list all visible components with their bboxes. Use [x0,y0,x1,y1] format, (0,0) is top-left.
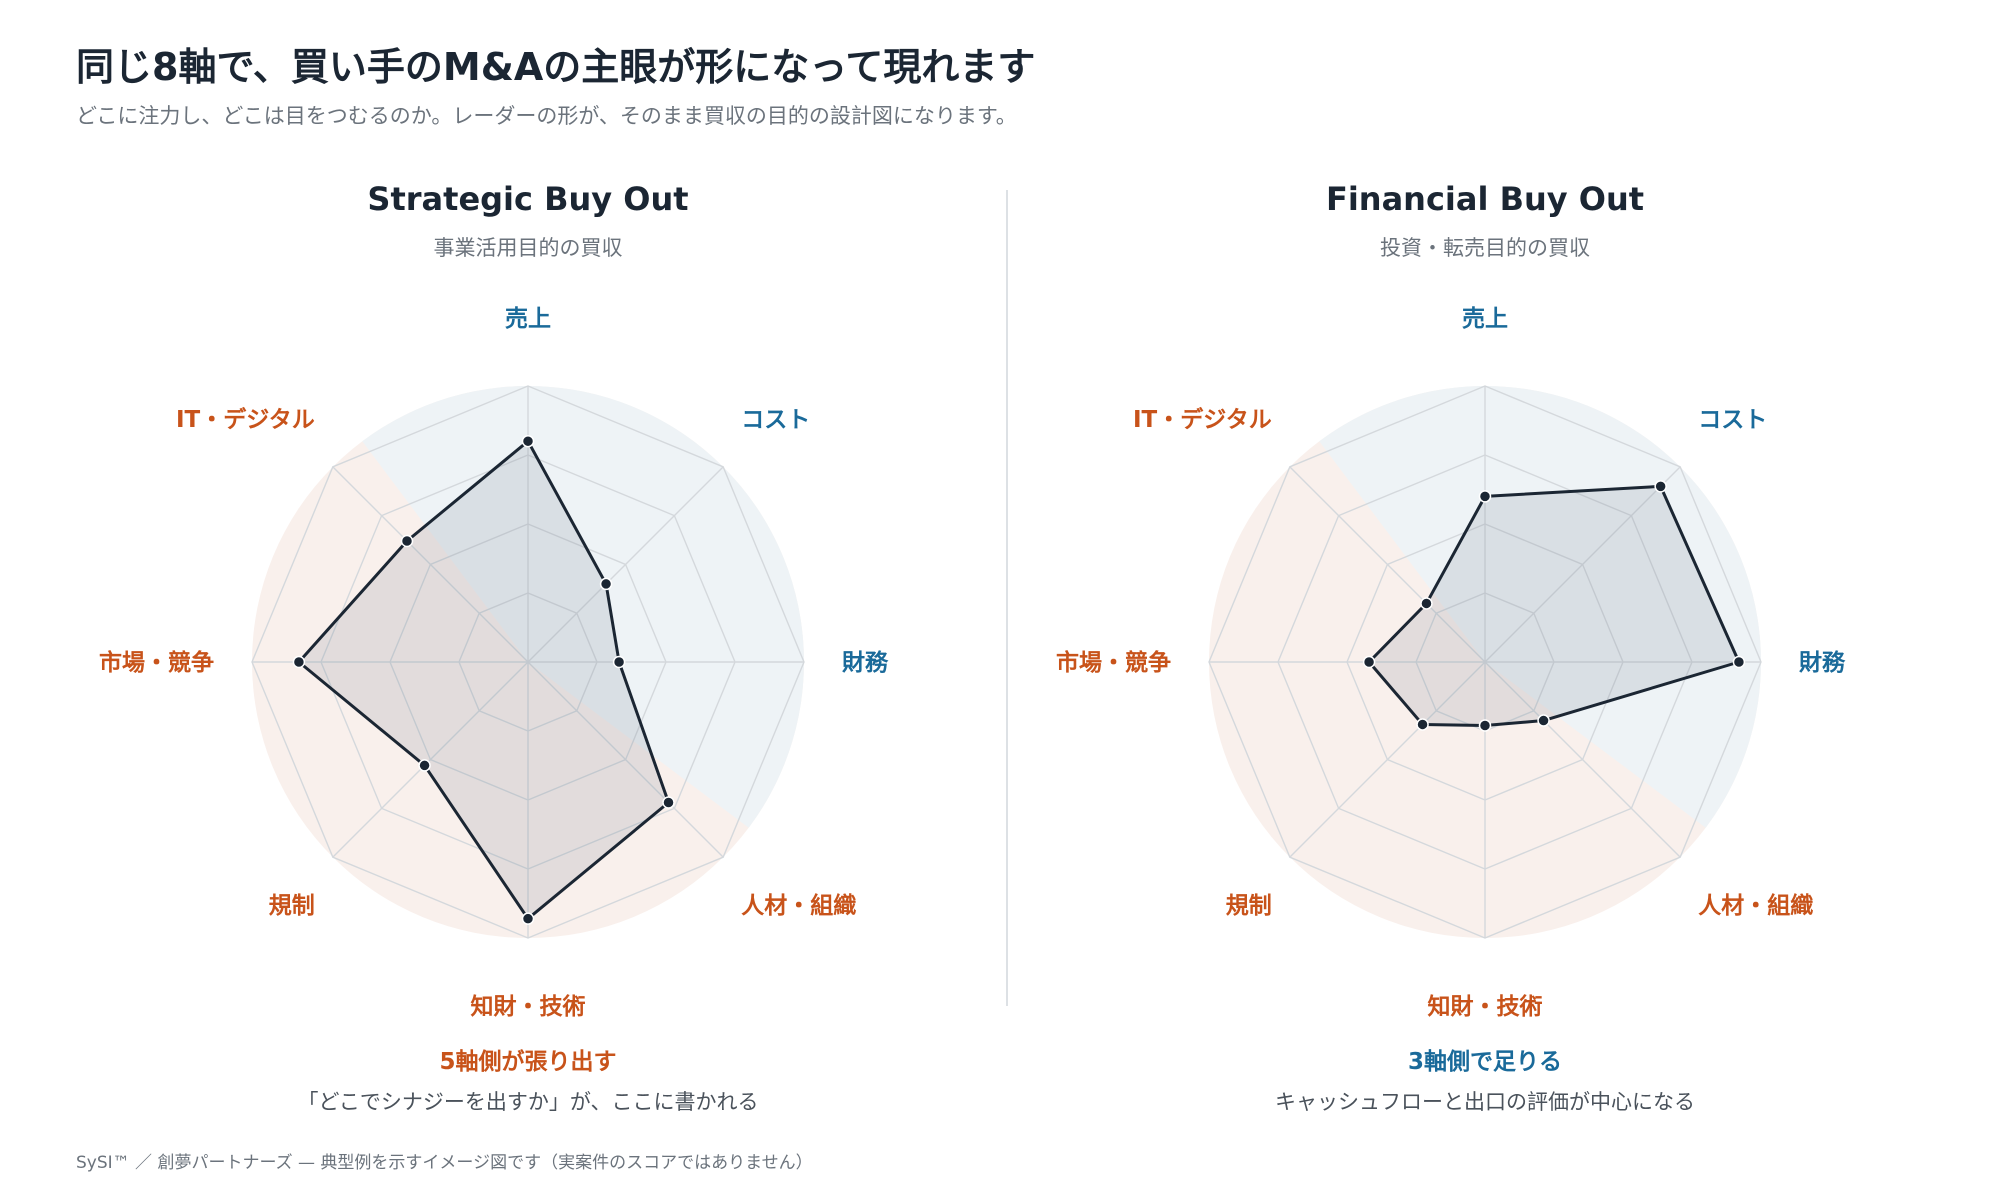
radar-axis-label: コスト [1698,407,1767,433]
radar-point-3 [1732,655,1746,669]
caption-body: 「どこでシナジーを出すか」が、ここに書かれる [297,1090,759,1114]
radar-point-2 [599,577,613,591]
radar-spoke [332,661,529,858]
radar-point-6 [1416,718,1429,731]
radar-axis-label: 市場・競争 [99,649,214,676]
radar-spoke [1484,661,1681,858]
radar-point-7 [292,655,306,669]
chart-title: Strategic Buy Out [367,180,689,218]
radar-axis-label: 知財・技術 [1428,993,1543,1020]
radar-spoke [527,466,724,663]
radar-axis-label: 財務 [1799,649,1846,676]
radar-axis-label: 規制 [269,893,315,919]
panel-divider [1006,190,1008,1006]
radar-axis-label: 売上 [505,306,551,332]
radar-spoke [1289,661,1486,858]
radar-axis-label: コスト [741,407,810,433]
page-subtitle: どこに注力し、どこは目をつむるのか。レーダーの形が、そのまま買収の目的の設計図に… [76,104,1017,128]
radar-point-7 [1362,655,1376,669]
page-title: 同じ8軸で、買い手のM&Aの主眼が形になって現れます [76,45,1036,89]
chart-subtitle: 投資・転売目的の買収 [1380,236,1590,260]
financial-panel: Financial Buy Out 投資・転売目的の買収 売上コスト財務人材・組… [985,0,1985,1188]
radar-point-2 [1654,480,1667,493]
radar-point-6 [418,759,431,772]
radar-point-3 [612,655,626,669]
caption-head: 5軸側が張り出す [439,1049,617,1075]
radar-axis-label: 人材・組織 [741,892,856,919]
radar-spoke [1484,466,1681,663]
radar-axis-label: IT・デジタル [1133,406,1272,433]
radar-axis-label: IT・デジタル [176,406,315,433]
radar-axis-label: 財務 [842,649,889,676]
radar-axis-label: 市場・競争 [1056,649,1171,676]
radar-point-8 [1420,597,1433,610]
radar-spoke [332,466,529,663]
strategic-panel: Strategic Buy Out 事業活用目的の買収 売上コスト財務人材・組織… [28,0,1028,1188]
caption-head: 3軸側で足りる [1407,1049,1562,1075]
radar-point-4 [662,796,675,809]
radar-point-1 [1478,490,1492,503]
radar-spoke [527,661,724,858]
radar-point-1 [521,434,535,448]
radar-axis-label: 規制 [1226,893,1272,919]
chart-subtitle: 事業活用目的の買収 [433,236,623,260]
radar-point-5 [1478,719,1492,732]
radar-point-5 [521,912,535,925]
radar-axis-label: 知財・技術 [471,993,586,1020]
chart-title: Financial Buy Out [1325,180,1645,218]
radar-axis-label: 人材・組織 [1698,892,1813,919]
caption-body: キャッシュフローと出口の評価が中心になる [1275,1090,1695,1114]
radar-point-8 [400,534,414,548]
radar-spoke [1289,466,1486,663]
footer-note: SySI™ ／ 創夢パートナーズ — 典型例を示すイメージ図です（実案件のスコア… [76,1153,813,1173]
radar-axis-label: 売上 [1462,306,1508,332]
radar-point-4 [1537,714,1550,727]
